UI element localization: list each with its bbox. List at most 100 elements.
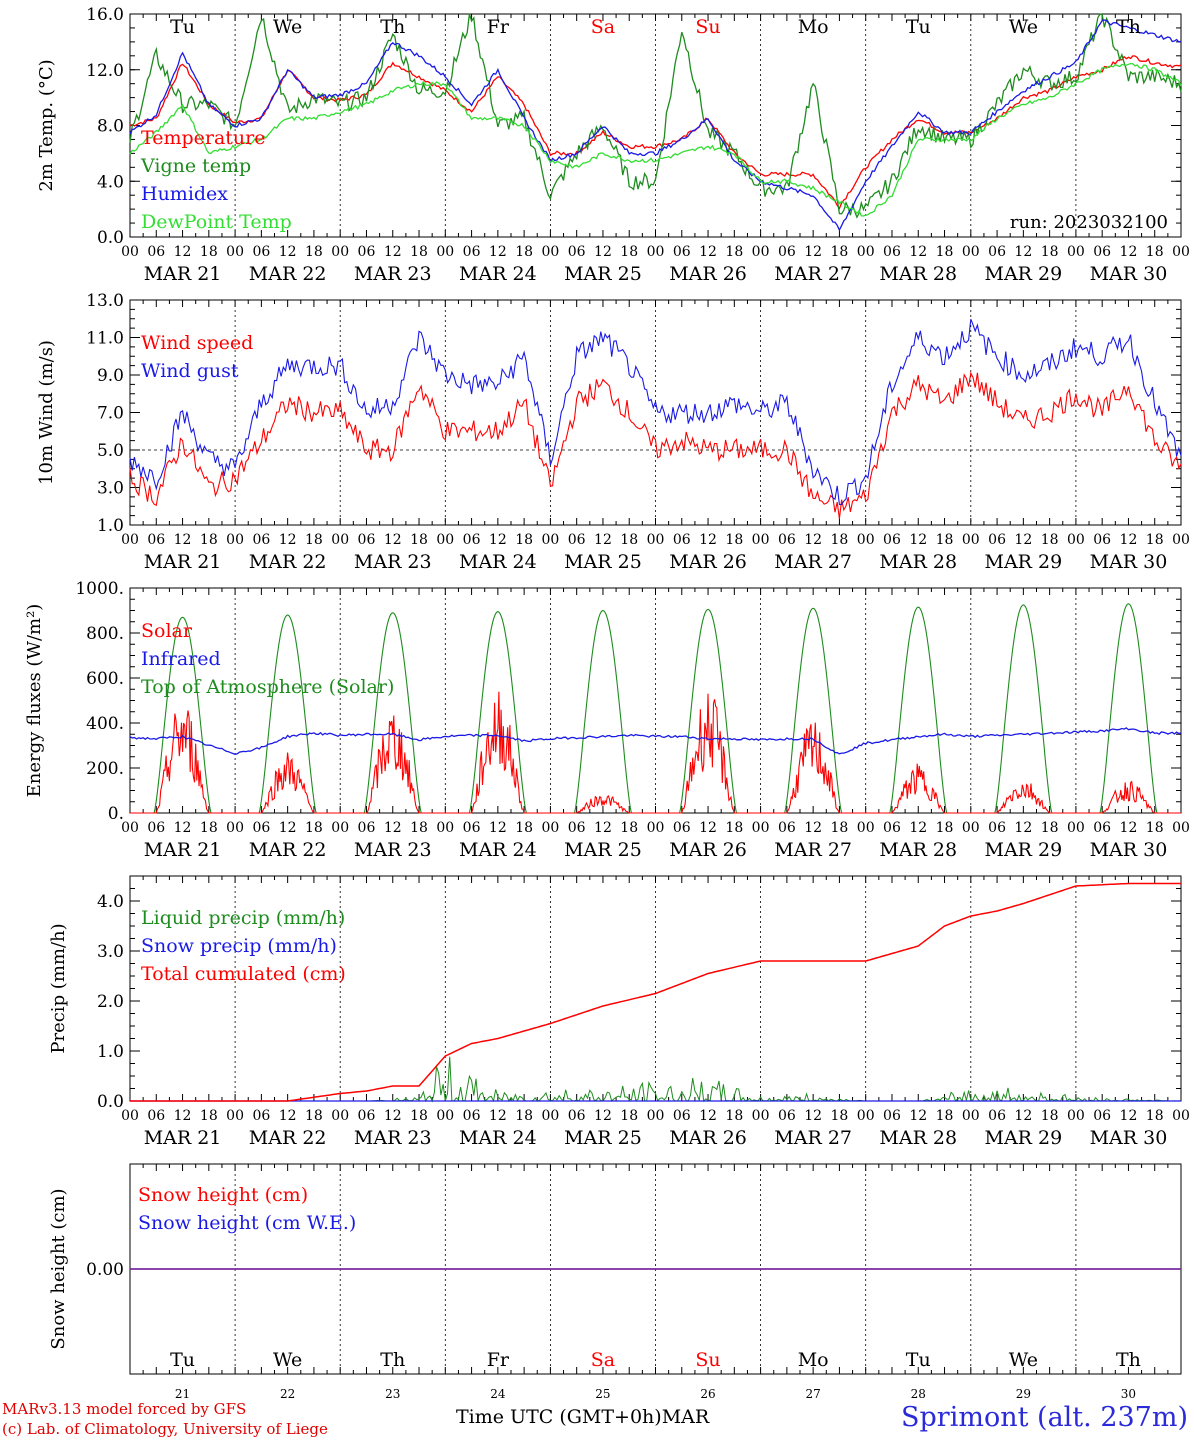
hour-label: 18 [305, 1108, 323, 1124]
hour-label: 00 [121, 820, 139, 836]
hour-label: 12 [699, 1108, 717, 1124]
hour-label: 06 [147, 244, 165, 260]
hour-label: 12 [1014, 820, 1032, 836]
hour-label: 00 [541, 532, 559, 548]
hour-label: 12 [804, 1108, 822, 1124]
day-number-label: 29 [1016, 1387, 1031, 1401]
month-label: MAR [661, 1406, 710, 1428]
hour-label: 00 [226, 532, 244, 548]
day-number-label: 24 [490, 1387, 506, 1401]
day-name-label: Sa [591, 1349, 615, 1371]
y-tick-label: 400. [86, 714, 124, 734]
hour-label: 00 [436, 1108, 454, 1124]
hour-label: 18 [936, 244, 954, 260]
hour-label: 18 [410, 532, 428, 548]
date-label: MAR 26 [669, 263, 747, 285]
date-label: MAR 29 [984, 1127, 1062, 1149]
day-name-label: Sa [591, 16, 615, 38]
hour-label: 06 [883, 532, 901, 548]
solar-curve [445, 691, 551, 814]
date-label: MAR 25 [564, 263, 642, 285]
hour-label: 12 [489, 244, 507, 260]
hour-label: 06 [568, 532, 586, 548]
hour-label: 18 [831, 1108, 849, 1124]
legend-entry: Snow height (cm W.E.) [138, 1212, 356, 1234]
date-label: MAR 26 [669, 839, 747, 861]
hour-label: 06 [463, 1108, 481, 1124]
date-label: MAR 29 [984, 839, 1062, 861]
series-line [129, 19, 1182, 232]
hour-label: 12 [279, 1108, 297, 1124]
hour-label: 12 [594, 244, 612, 260]
hour-label: 18 [1146, 820, 1164, 836]
legend-entry: Wind gust [141, 360, 239, 382]
hour-label: 00 [857, 820, 875, 836]
y-tick-label: 5.0 [97, 441, 124, 461]
hour-label: 00 [1172, 244, 1190, 260]
hour-label: 06 [147, 1108, 165, 1124]
hour-label: 18 [725, 244, 743, 260]
hour-label: 00 [752, 244, 770, 260]
hour-label: 06 [673, 1108, 691, 1124]
hour-label: 12 [1014, 532, 1032, 548]
hour-label: 06 [252, 1108, 270, 1124]
hour-label: 00 [121, 244, 139, 260]
hour-label: 06 [673, 244, 691, 260]
y-tick-label: 1000. [75, 579, 124, 599]
y-axis-label: 2m Temp. (°C) [36, 59, 57, 191]
legend-entry: Liquid precip (mm/h) [141, 907, 345, 929]
day-number-label: 28 [911, 1387, 926, 1401]
hour-label: 06 [1093, 244, 1111, 260]
day-number-label: 26 [700, 1387, 715, 1401]
hour-label: 00 [962, 244, 980, 260]
date-label: MAR 21 [144, 263, 222, 285]
hour-label: 12 [1120, 532, 1138, 548]
hour-label: 18 [410, 820, 428, 836]
hour-label: 06 [988, 532, 1006, 548]
hour-label: 06 [252, 820, 270, 836]
hour-label: 12 [174, 820, 192, 836]
hour-label: 00 [752, 1108, 770, 1124]
day-name-label: We [1009, 1349, 1038, 1371]
day-name-label: Mo [798, 16, 829, 38]
hour-label: 00 [1172, 532, 1190, 548]
hour-label: 06 [988, 820, 1006, 836]
hour-label: 12 [1014, 244, 1032, 260]
hour-label: 18 [200, 1108, 218, 1124]
hour-label: 06 [252, 244, 270, 260]
hour-label: 18 [1041, 244, 1059, 260]
hour-label: 00 [331, 244, 349, 260]
hour-label: 06 [568, 1108, 586, 1124]
legend-entry: DewPoint Temp [141, 211, 292, 233]
y-axis-label: Energy fluxes (W/m²) [24, 604, 45, 798]
day-number-label: 25 [595, 1387, 610, 1401]
hour-label: 18 [515, 1108, 533, 1124]
hour-label: 00 [647, 244, 665, 260]
hour-label: 06 [358, 532, 376, 548]
hour-label: 00 [962, 1108, 980, 1124]
hour-label: 18 [1041, 532, 1059, 548]
series-line [129, 62, 1182, 217]
y-tick-label: 0.0 [97, 1092, 124, 1112]
date-label: MAR 29 [984, 551, 1062, 573]
day-number-label: 30 [1121, 1387, 1136, 1401]
y-axis-label: Snow height (cm) [48, 1188, 69, 1349]
hour-label: 06 [778, 820, 796, 836]
legend-entry: Infrared [141, 648, 221, 670]
day-name-label: Tu [170, 16, 195, 38]
hour-label: 12 [174, 1108, 192, 1124]
hour-label: 06 [988, 244, 1006, 260]
y-axis-label: 10m Wind (m/s) [36, 340, 57, 485]
day-name-label: Fr [487, 16, 510, 38]
hour-label: 00 [647, 820, 665, 836]
hour-label: 06 [358, 820, 376, 836]
hour-label: 06 [883, 820, 901, 836]
series-line [129, 318, 1182, 506]
day-name-label: Th [1116, 1349, 1141, 1371]
day-name-label: Su [695, 1349, 720, 1371]
hour-label: 18 [1146, 1108, 1164, 1124]
date-label: MAR 24 [459, 839, 537, 861]
legend-entry: Snow height (cm) [138, 1184, 308, 1206]
hour-label: 12 [1120, 820, 1138, 836]
day-name-label: Th [380, 1349, 405, 1371]
